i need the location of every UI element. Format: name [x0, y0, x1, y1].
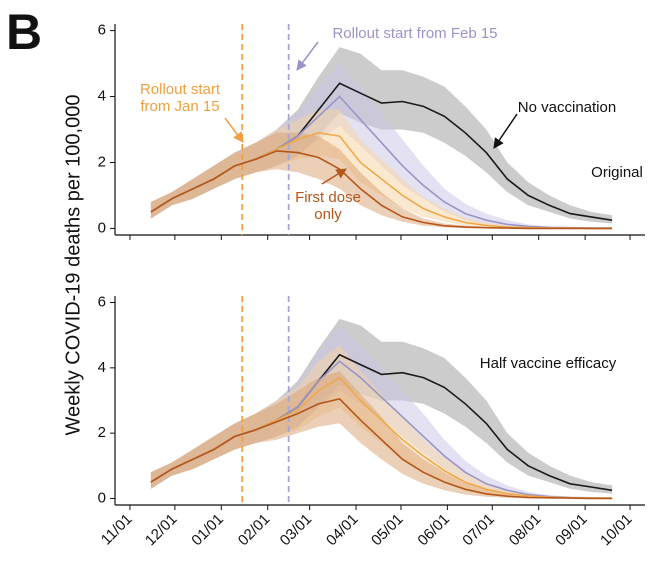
- annotation: No vaccination: [518, 99, 616, 116]
- confidence-band: [150, 132, 613, 229]
- annotation: Rollout start: [140, 81, 221, 98]
- x-tick-label: 09/01: [552, 511, 591, 550]
- x-tick-label: 07/01: [459, 511, 498, 550]
- confidence-band: [150, 318, 613, 494]
- panel-label: B: [6, 4, 42, 60]
- x-tick-label: 10/01: [597, 511, 636, 550]
- x-tick-label: 02/01: [235, 511, 274, 550]
- confidence-band: [150, 63, 613, 229]
- y-tick-label: 6: [98, 294, 106, 311]
- y-tick-label: 4: [98, 88, 106, 105]
- y-tick-label: 6: [98, 22, 106, 39]
- x-tick-label: 12/01: [142, 511, 181, 550]
- annotation-arrow: [321, 168, 347, 185]
- annotation: Half vaccine efficacy: [480, 355, 617, 372]
- y-tick-label: 0: [98, 489, 106, 506]
- y-axis-label: Weekly COVID-19 deaths per 100,000: [62, 95, 84, 436]
- annotation: only: [314, 206, 342, 223]
- annotation-arrow: [224, 117, 244, 143]
- annotation-arrow: [493, 113, 518, 149]
- x-tick-label: 11/01: [98, 511, 136, 549]
- y-tick-label: 2: [98, 424, 106, 441]
- annotation: First dose: [295, 189, 361, 206]
- annotation-arrow: [296, 41, 319, 71]
- annotation: Original: [591, 164, 643, 181]
- x-tick-label: 08/01: [506, 511, 545, 550]
- confidence-band: [150, 47, 613, 224]
- x-tick-label: 03/01: [277, 511, 316, 550]
- y-tick-label: 2: [98, 153, 106, 170]
- series-line: [150, 150, 613, 230]
- annotation: Rollout start from Feb 15: [332, 25, 497, 42]
- confidence-band: [150, 371, 613, 499]
- x-tick-label: 06/01: [414, 511, 453, 550]
- x-tick-label: 01/01: [188, 511, 227, 550]
- series-line: [150, 398, 613, 500]
- annotation: from Jan 15: [140, 98, 219, 115]
- x-tick-label: 04/01: [323, 511, 362, 550]
- x-tick-label: 05/01: [368, 511, 407, 550]
- y-tick-label: 4: [98, 359, 106, 376]
- y-tick-label: 0: [98, 219, 106, 236]
